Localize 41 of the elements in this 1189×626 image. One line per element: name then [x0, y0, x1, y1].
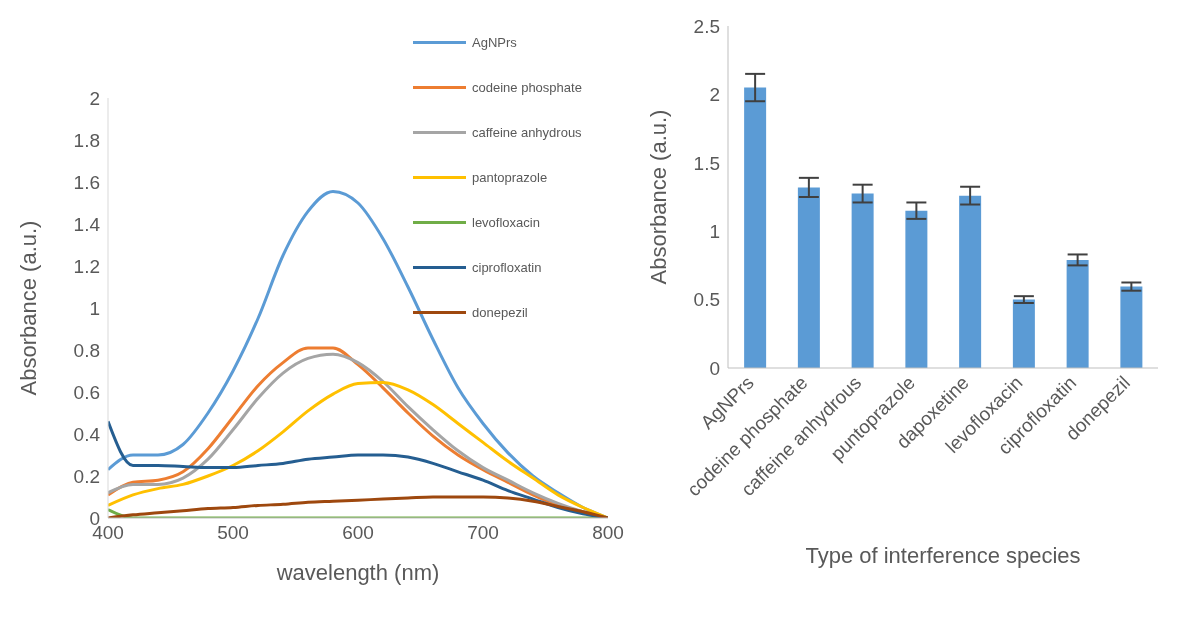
legend-label: AgNPrs — [472, 35, 517, 50]
x-axis-title: Type of interference species — [805, 543, 1081, 568]
bar — [905, 210, 928, 368]
bar — [744, 87, 767, 368]
y-tick-label: 1.4 — [73, 213, 101, 235]
bar — [797, 187, 820, 368]
y-tick-label: 0.2 — [73, 465, 100, 487]
y-tick-label: 0.4 — [73, 423, 101, 445]
bar — [1120, 286, 1143, 368]
bar — [851, 193, 874, 368]
line-series — [108, 495, 608, 518]
legend-label: donepezil — [472, 305, 528, 320]
x-tick-label: 700 — [467, 522, 499, 544]
y-tick-label: 1.8 — [73, 129, 100, 151]
y-axis-title: Absorbance (a.u.) — [645, 109, 671, 285]
bar — [1012, 299, 1035, 368]
y-tick-label: 1.2 — [73, 255, 100, 277]
legend-label: ciprofloxatin — [472, 260, 542, 275]
y-tick-label: 0.6 — [73, 381, 100, 403]
y-tick-label: 1.5 — [693, 152, 720, 174]
line-series — [108, 381, 608, 518]
legend-label: codeine phosphate — [472, 80, 582, 95]
x-axis-title: wavelength (nm) — [275, 560, 440, 585]
y-tick-label: 2.5 — [693, 15, 720, 37]
y-axis-title: Absorbance (a.u.) — [15, 220, 41, 396]
y-tick-label: 2 — [709, 84, 720, 106]
bar — [959, 195, 982, 368]
x-tick-label: 500 — [217, 522, 249, 544]
x-tick-label: 800 — [592, 522, 624, 544]
y-tick-label: 1.6 — [73, 171, 100, 193]
y-tick-label: 1 — [709, 220, 720, 242]
y-tick-label: 0 — [709, 357, 720, 379]
legend-label: caffeine anhydrous — [472, 125, 582, 140]
bar — [1066, 259, 1089, 368]
legend-label: pantoprazole — [472, 170, 548, 185]
y-tick-label: 0.8 — [73, 339, 100, 361]
y-tick-label: 1 — [89, 297, 100, 319]
y-tick-label: 0.5 — [693, 289, 720, 311]
y-tick-label: 2 — [89, 87, 100, 109]
x-tick-label: 600 — [342, 522, 374, 544]
legend-label: levofloxacin — [472, 215, 540, 230]
